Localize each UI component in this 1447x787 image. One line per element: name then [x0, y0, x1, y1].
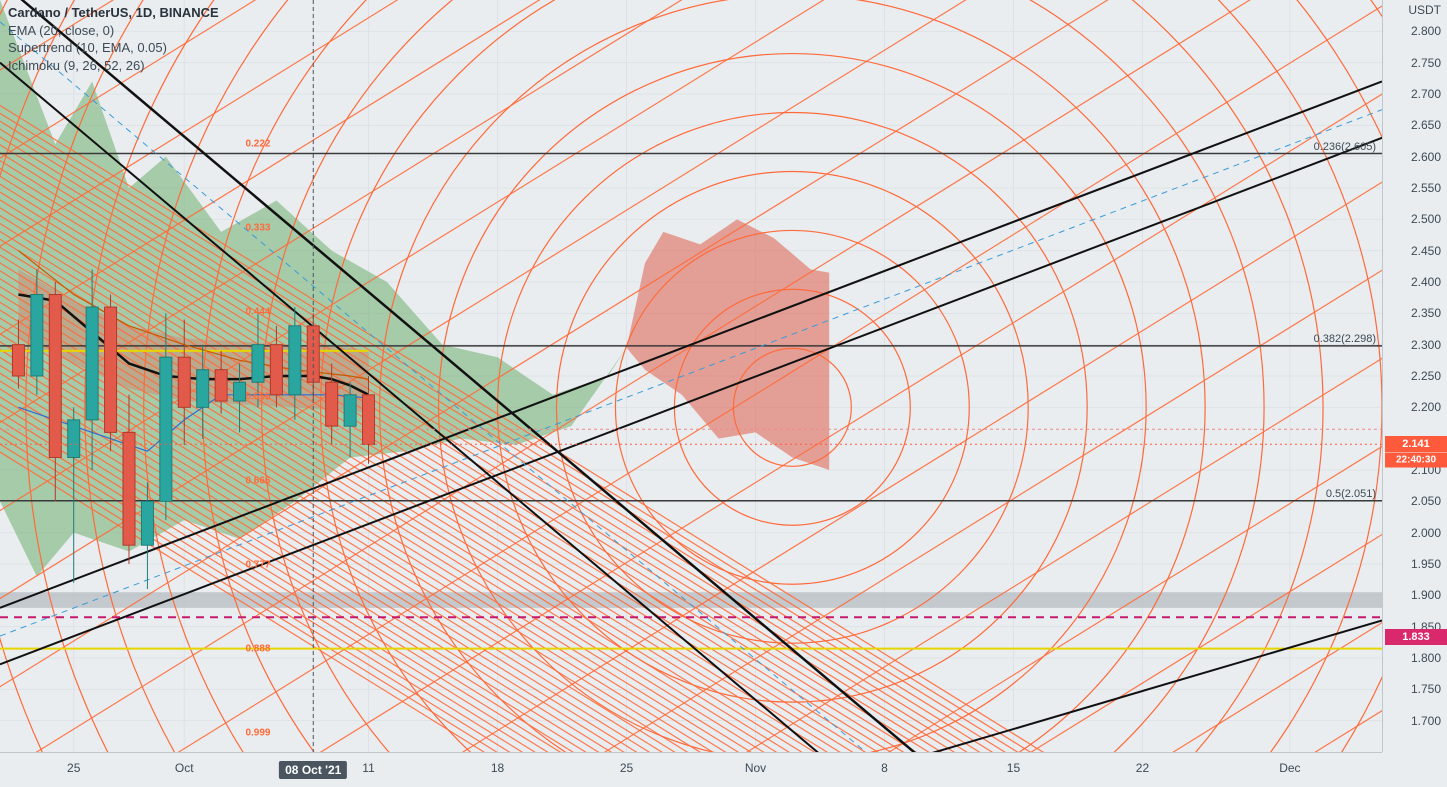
indicator-ichimoku[interactable]: Ichimoku (9, 26, 52, 26) — [8, 57, 219, 75]
gann-level-label: 0.666 — [245, 475, 270, 486]
y-axis-tick: 2.550 — [1411, 181, 1441, 195]
gann-level-label: 0.333 — [245, 223, 270, 234]
x-axis-tick: Nov — [745, 761, 766, 775]
plot-area[interactable]: Cardano / TetherUS, 1D, BINANCE EMA (20,… — [0, 0, 1382, 752]
indicator-supertrend[interactable]: Supertrend (10, EMA, 0.05) — [8, 39, 219, 57]
x-axis-tick: 22 — [1136, 761, 1149, 775]
alert-price-label: 1.833 — [1385, 629, 1447, 645]
fib-level-label: 0.236(2.605) — [1314, 140, 1376, 152]
y-axis-tick: 2.350 — [1411, 306, 1441, 320]
x-axis-current-label: 08 Oct '21 — [279, 761, 347, 779]
symbol-title[interactable]: Cardano / TetherUS, 1D, BINANCE — [8, 4, 219, 22]
gann-level-label: 0.222 — [245, 138, 270, 149]
x-axis-tick: Dec — [1279, 761, 1300, 775]
x-axis-tick: 8 — [881, 761, 888, 775]
trading-chart[interactable]: Cardano / TetherUS, 1D, BINANCE EMA (20,… — [0, 0, 1447, 787]
y-axis-tick: 1.750 — [1411, 682, 1441, 696]
y-axis-tick: 2.300 — [1411, 338, 1441, 352]
y-axis-tick: 1.700 — [1411, 714, 1441, 728]
y-axis-tick: 2.700 — [1411, 87, 1441, 101]
gann-level-label: 0.999 — [245, 728, 270, 739]
y-axis-tick: 1.900 — [1411, 588, 1441, 602]
x-axis-tick: 15 — [1007, 761, 1020, 775]
indicator-ema[interactable]: EMA (20, close, 0) — [8, 22, 219, 40]
y-axis-tick: 2.450 — [1411, 244, 1441, 258]
chart-canvas — [0, 0, 1382, 752]
x-axis-tick: 25 — [67, 761, 80, 775]
y-axis-tick: 2.750 — [1411, 56, 1441, 70]
fib-level-label: 0.5(2.051) — [1326, 488, 1376, 500]
current-price-label: 2.141 — [1385, 436, 1447, 452]
y-axis-unit: USDT — [1408, 3, 1441, 17]
y-axis-tick: 2.200 — [1411, 400, 1441, 414]
y-axis-tick: 1.950 — [1411, 557, 1441, 571]
gann-level-label: 0.555 — [245, 391, 270, 402]
fib-level-label: 0.382(2.298) — [1314, 333, 1376, 345]
y-axis-tick: 2.600 — [1411, 150, 1441, 164]
gann-level-label: 0.444 — [245, 307, 270, 318]
chart-legend: Cardano / TetherUS, 1D, BINANCE EMA (20,… — [8, 4, 219, 74]
y-axis-tick: 2.400 — [1411, 275, 1441, 289]
x-axis-tick: 18 — [491, 761, 504, 775]
y-axis-tick: 1.800 — [1411, 651, 1441, 665]
y-axis-tick: 2.500 — [1411, 212, 1441, 226]
x-axis-tick: 11 — [362, 761, 374, 775]
price-axis[interactable]: USDT 2.800 2.750 2.700 2.650 2.600 2.550 2.500 2… — [1382, 0, 1447, 752]
x-axis-tick: Oct — [175, 761, 194, 775]
y-axis-tick: 2.250 — [1411, 369, 1441, 383]
y-axis-tick: 2.050 — [1411, 494, 1441, 508]
y-axis-tick: 2.800 — [1411, 24, 1441, 38]
x-axis-tick: 25 — [620, 761, 633, 775]
y-axis-tick: 2.000 — [1411, 526, 1441, 540]
bar-countdown: 22:40:30 — [1385, 453, 1447, 468]
gann-level-label: 0.777 — [245, 560, 270, 571]
time-axis[interactable]: 25 Oct 08 Oct '21 11 18 25 Nov 8 15 22 Dec — [0, 752, 1382, 787]
y-axis-tick: 2.650 — [1411, 118, 1441, 132]
gann-level-label: 0.888 — [245, 644, 270, 655]
